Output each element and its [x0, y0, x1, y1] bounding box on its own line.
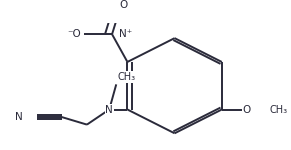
Text: CH₃: CH₃ [118, 72, 136, 82]
Text: N: N [15, 112, 23, 122]
Text: CH₃: CH₃ [269, 105, 288, 114]
Text: O: O [243, 105, 251, 114]
Text: O: O [119, 0, 127, 10]
Text: N: N [105, 105, 113, 114]
Text: ⁻O: ⁻O [68, 29, 81, 39]
Text: N⁺: N⁺ [119, 29, 132, 39]
